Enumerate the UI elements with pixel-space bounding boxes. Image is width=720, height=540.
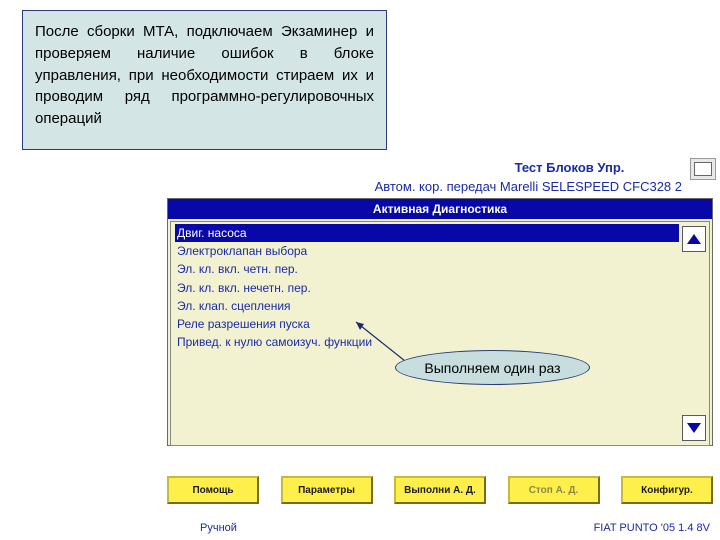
parameters-button[interactable]: Параметры xyxy=(281,476,373,504)
chevron-up-icon xyxy=(687,234,701,244)
diagnostics-item[interactable]: Двиг. насоса xyxy=(175,224,705,242)
stop-button-label: Стоп А. Д. xyxy=(529,485,579,496)
callout-text: Выполняем один раз xyxy=(424,360,560,376)
diagnostics-titlebar: Активная Диагностика xyxy=(168,199,712,219)
help-button[interactable]: Помощь xyxy=(167,476,259,504)
execute-button-label: Выполни А. Д. xyxy=(404,485,476,496)
ecu-icon xyxy=(690,158,716,180)
diagnostics-window: Активная Диагностика Двиг. насосаЭлектро… xyxy=(167,198,713,446)
execute-button[interactable]: Выполни А. Д. xyxy=(394,476,486,504)
instruction-text: После сборки МТА, подключаем Экзаминер и… xyxy=(35,23,374,127)
scroll-down-button[interactable] xyxy=(682,415,706,441)
callout-bubble: Выполняем один раз xyxy=(395,350,590,385)
stop-button: Стоп А. Д. xyxy=(508,476,600,504)
header-subtitle: Автом. кор. передач Marelli SELESPEED CF… xyxy=(375,179,682,194)
scroll-column xyxy=(679,222,709,445)
footer-vehicle: FIAT PUNTO '05 1.4 8V xyxy=(594,522,710,534)
button-row: Помощь Параметры Выполни А. Д. Стоп А. Д… xyxy=(167,476,713,504)
header-block: Тест Блоков Упр. Автом. кор. передач Mar… xyxy=(375,160,682,194)
scroll-up-button[interactable] xyxy=(682,226,706,252)
chevron-down-icon xyxy=(687,423,701,433)
help-button-label: Помощь xyxy=(192,485,233,496)
configure-button-label: Конфигур. xyxy=(641,485,693,496)
diagnostics-item[interactable]: Эл. кл. вкл. нечетн. пер. xyxy=(175,279,705,297)
diagnostics-items: Двиг. насосаЭлектроклапан выбораЭл. кл. … xyxy=(171,222,709,353)
diagnostics-item[interactable]: Реле разрешения пуска xyxy=(175,315,705,333)
diagnostics-item[interactable]: Эл. кл. вкл. четн. пер. xyxy=(175,260,705,278)
instruction-note: После сборки МТА, подключаем Экзаминер и… xyxy=(22,10,387,150)
configure-button[interactable]: Конфигур. xyxy=(621,476,713,504)
diagnostics-item[interactable]: Электроклапан выбора xyxy=(175,242,705,260)
footer-mode: Ручной xyxy=(200,522,237,534)
diagnostics-item[interactable]: Привед. к нулю самоизуч. функции xyxy=(175,333,705,351)
parameters-button-label: Параметры xyxy=(298,485,355,496)
header-title: Тест Блоков Упр. xyxy=(515,160,682,175)
diagnostics-item[interactable]: Эл. клап. сцепления xyxy=(175,297,705,315)
diagnostics-list: Двиг. насосаЭлектроклапан выбораЭл. кл. … xyxy=(170,221,710,446)
